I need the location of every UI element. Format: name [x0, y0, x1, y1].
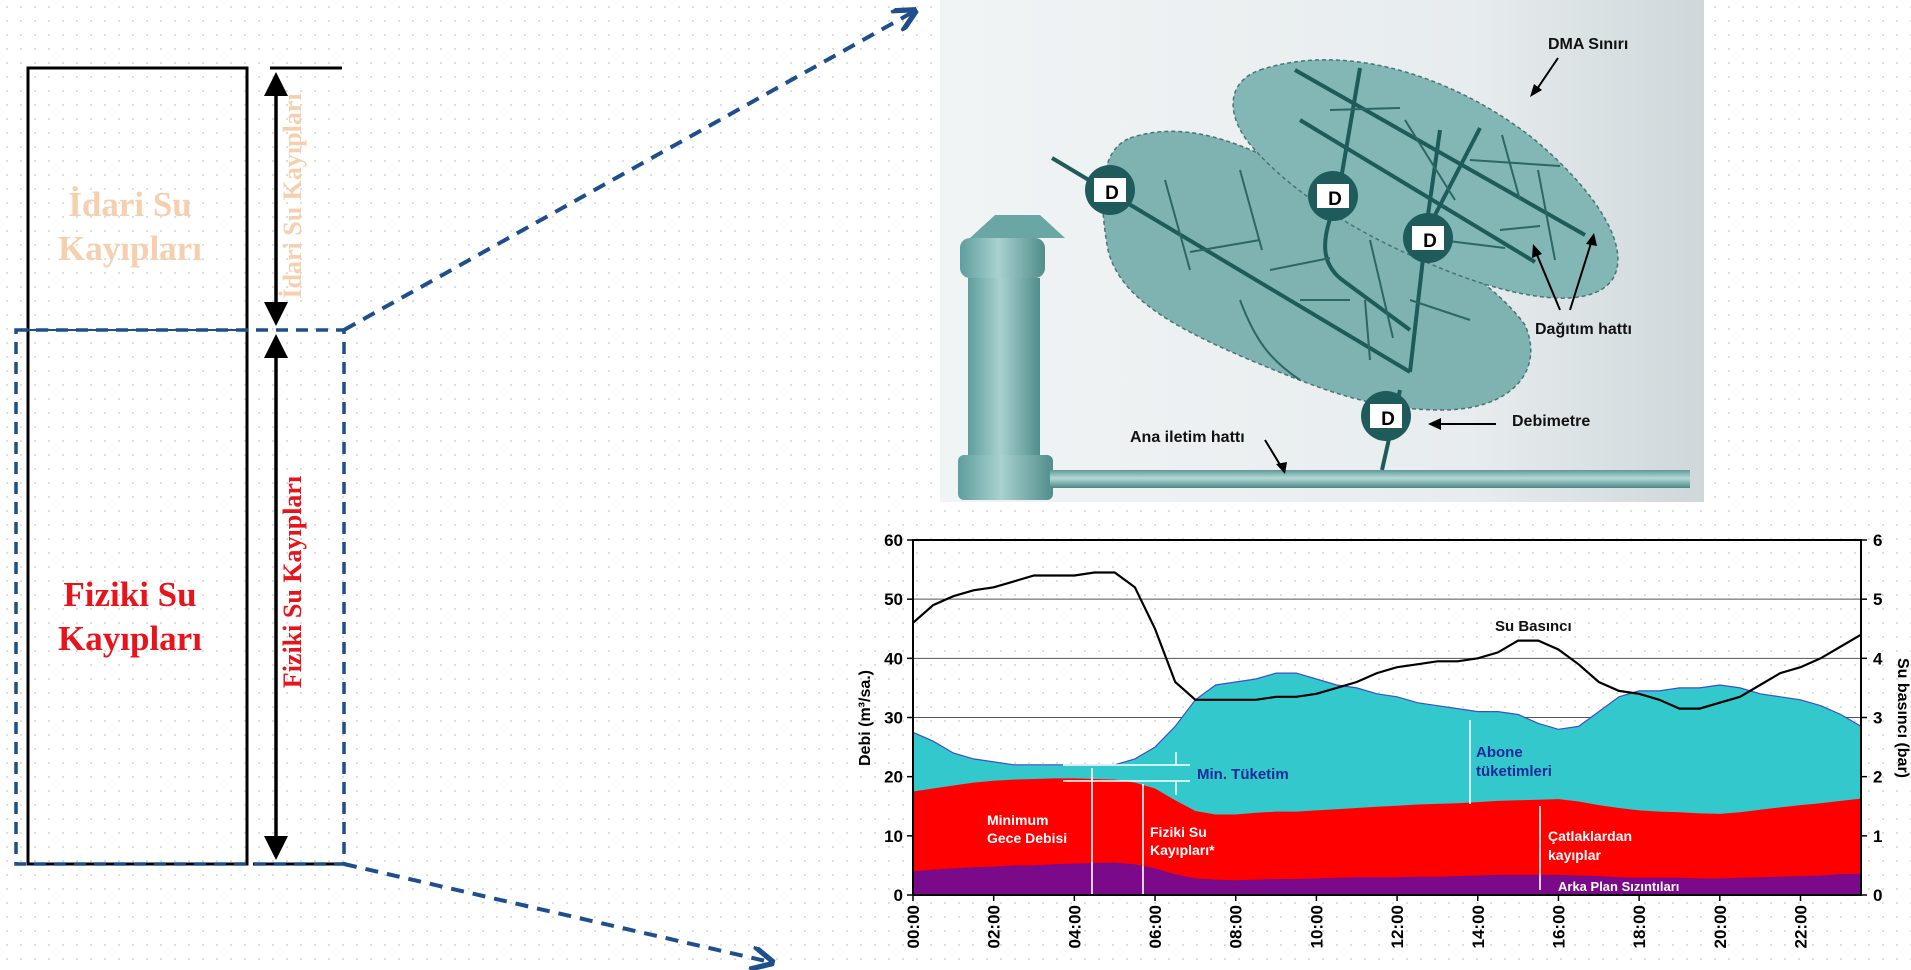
x-tick-label: 22:00	[1791, 905, 1810, 948]
x-tick-label: 00:00	[904, 905, 923, 948]
area-background	[913, 862, 1861, 895]
admin-loss-label-line2: Kayıpları	[58, 229, 202, 268]
svg-text:D: D	[1381, 409, 1395, 430]
area-physical	[913, 778, 1861, 895]
y-tick-label: 30	[884, 709, 903, 728]
x-tick-label: 20:00	[1711, 905, 1730, 948]
physical-loss-arrow-label: Fiziki Su Kayıpları	[278, 476, 307, 688]
x-tick-label: 10:00	[1307, 905, 1326, 948]
chart-pressure-series	[912, 571, 1862, 710]
callout-pointers	[1264, 57, 1593, 469]
x-tick-label: 04:00	[1065, 905, 1084, 948]
pointer-head	[1428, 418, 1441, 430]
pressure-annotation: Su Basıncı	[1495, 618, 1572, 635]
loss-schematic: İdari Su Kayıpları Fiziki Su Kayıpları İ…	[14, 12, 913, 962]
chart-axes: 0 10 20 30 40 50 60 0 1 2 3 4 5 6 00:00 02:00 04:00 06:00…	[884, 531, 1883, 948]
y2-tick-label: 6	[1873, 531, 1882, 550]
svg-text:D: D	[1423, 231, 1437, 252]
chart-areas	[912, 672, 1862, 896]
min-consumption-annotation: Min. Tüketim	[1197, 766, 1289, 783]
physical-loss-chart-line2: Kayıpları*	[1150, 842, 1215, 858]
pressure-line	[912, 571, 1862, 710]
dma-zone-right	[1232, 59, 1619, 299]
background-leaks-annotation: Arka Plan Sızıntıları	[1558, 879, 1679, 894]
y-tick-label: 0	[894, 886, 903, 905]
y2-axis-title: Su basıncı (bar)	[1894, 658, 1911, 778]
y2-tick-label: 5	[1873, 590, 1882, 609]
physical-arrow-head-down	[264, 836, 288, 860]
flow-meter-icon: D	[1361, 391, 1411, 441]
flow-meter-icon: D	[1085, 165, 1135, 215]
pointer-head	[1530, 84, 1542, 97]
flow-meter-icon: D	[1308, 171, 1358, 221]
chart-annotations: Su Basıncı Min. Tüketim Minimum Gece Deb…	[987, 618, 1679, 894]
physical-loss-highlight-box	[14, 328, 346, 866]
x-tick-label: 14:00	[1469, 905, 1488, 948]
water-tower	[958, 215, 1065, 500]
dma-illustration: D D D D DMA Sını	[940, 0, 1704, 502]
admin-arrow-head-down	[264, 302, 288, 326]
x-tick-label: 16:00	[1549, 905, 1568, 948]
y-tick-label: 20	[884, 768, 903, 787]
y-axis-title: Debi (m³/sa.)	[857, 670, 874, 766]
x-tick-label: 18:00	[1630, 905, 1649, 948]
thin-pipes	[1164, 107, 1561, 381]
y-tick-label: 10	[884, 827, 903, 846]
flow-pressure-chart: 0 10 20 30 40 50 60 0 1 2 3 4 5 6 00:00 02:00 04:00 06:00…	[857, 531, 1911, 948]
admin-loss-arrow-label: İdari Su Kayıpları	[278, 93, 307, 298]
physical-loss-chart-line1: Fiziki Su	[1150, 824, 1207, 840]
y-tick-label: 60	[884, 531, 903, 550]
physical-loss-label-line1: Fiziki Su	[63, 575, 196, 614]
admin-arrow-head-up	[264, 72, 288, 96]
subscriber-consumption-line2: tüketimleri	[1476, 763, 1552, 780]
x-tick-label: 06:00	[1146, 905, 1165, 948]
pointer-head	[1586, 233, 1597, 246]
admin-loss-label-line1: İdari Su	[68, 185, 192, 224]
trunk-main-pipe	[1050, 470, 1690, 488]
distribution-line-label: Dağıtım hattı	[1535, 321, 1632, 338]
subscriber-consumption-line1: Abone	[1476, 744, 1523, 761]
x-tick-label: 12:00	[1388, 905, 1407, 948]
y2-tick-label: 2	[1873, 768, 1882, 787]
y2-tick-label: 1	[1873, 827, 1882, 846]
burst-losses-line2: kayıplar	[1548, 847, 1601, 863]
burst-losses-line1: Çatlaklardan	[1548, 828, 1632, 844]
x-tick-label: 02:00	[985, 905, 1004, 948]
y2-tick-label: 3	[1873, 709, 1882, 728]
min-night-flow-line2: Gece Debisi	[987, 830, 1067, 846]
flow-meters: D D D D	[1085, 165, 1453, 441]
pointer-head	[1532, 244, 1542, 258]
flow-meter-icon: D	[1403, 213, 1453, 263]
pointer-head	[1276, 462, 1287, 474]
physical-loss-label-line2: Kayıpları	[58, 619, 202, 658]
dma-boundary-label: DMA Sınırı	[1548, 36, 1628, 53]
x-tick-label: 08:00	[1227, 905, 1246, 948]
svg-text:D: D	[1105, 183, 1119, 204]
y2-tick-label: 4	[1873, 649, 1883, 668]
flow-meter-label: Debimetre	[1512, 413, 1590, 430]
min-night-flow-line1: Minimum	[987, 812, 1048, 828]
y-tick-label: 40	[884, 649, 903, 668]
zoom-arrow-to-dma	[343, 12, 913, 332]
svg-text:D: D	[1328, 189, 1342, 210]
y2-tick-label: 0	[1873, 886, 1882, 905]
y-tick-label: 50	[884, 590, 903, 609]
trunk-main-label: Ana iletim hattı	[1130, 429, 1245, 446]
physical-arrow-head-up	[264, 334, 288, 358]
zoom-arrow-to-chart	[343, 862, 770, 962]
